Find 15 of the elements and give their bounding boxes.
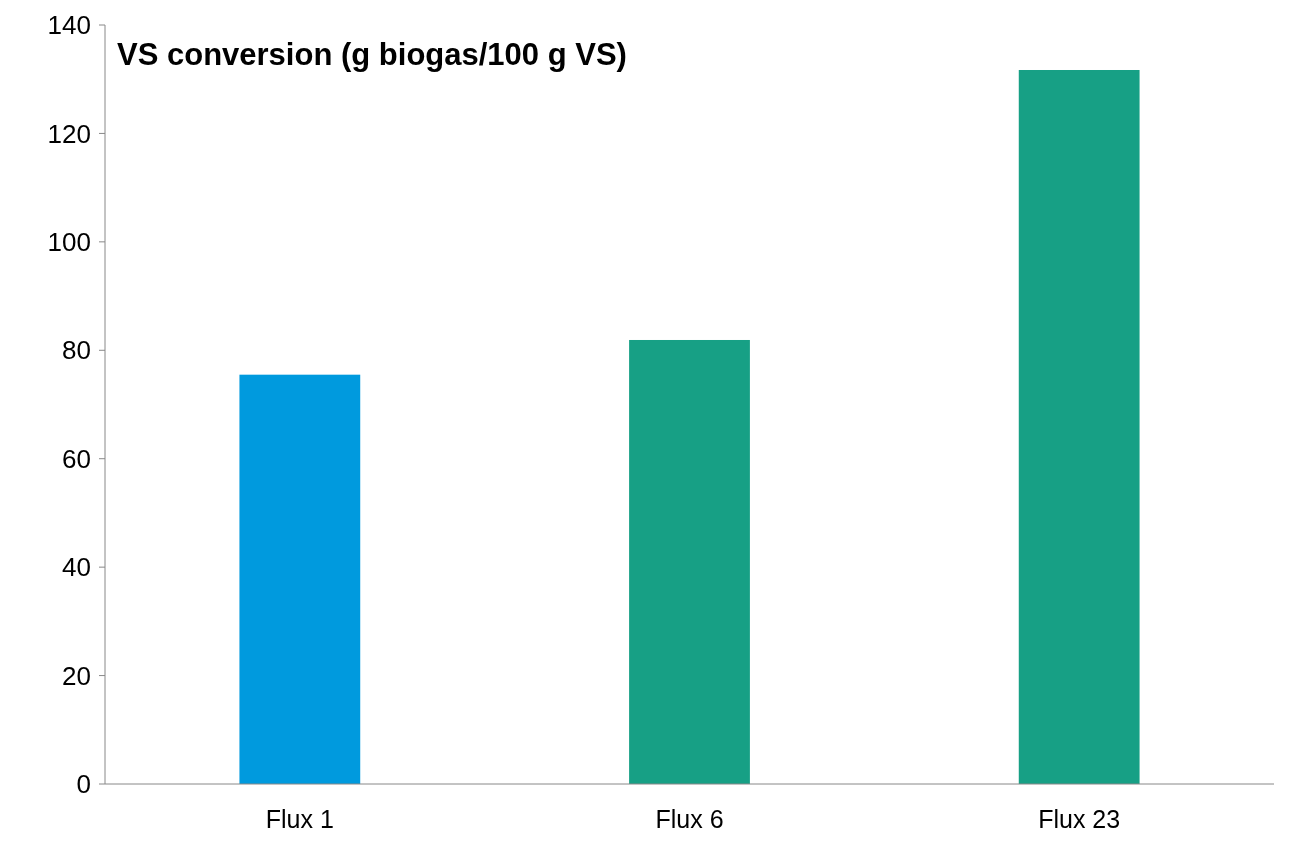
y-tick-label: 0 — [76, 769, 91, 800]
y-tick-label: 20 — [62, 660, 91, 691]
y-tick-label: 80 — [62, 335, 91, 366]
y-tick-label: 60 — [62, 443, 91, 474]
x-tick-label: Flux 1 — [265, 805, 334, 833]
y-tick-label: 120 — [47, 118, 91, 149]
x-tick-label: Flux 6 — [655, 805, 724, 833]
x-tick-label: Flux 23 — [1038, 805, 1121, 833]
bar — [1018, 70, 1140, 784]
bar — [629, 339, 750, 784]
bar — [239, 374, 361, 784]
chart-title: VS conversion (g biogas/100 g VS) — [117, 37, 627, 72]
y-tick-label: 40 — [62, 552, 91, 583]
y-tick-label: 100 — [47, 226, 91, 257]
y-tick-label: 140 — [47, 10, 91, 41]
